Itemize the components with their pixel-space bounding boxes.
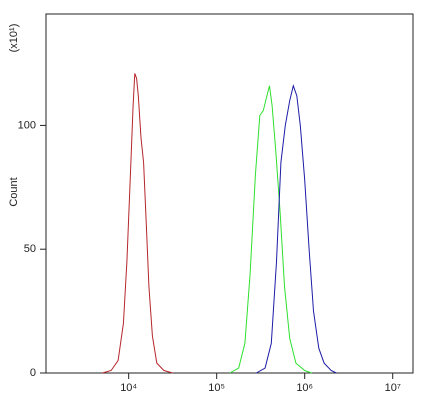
- y-tick-label: 50: [24, 243, 36, 255]
- x-tick-label: 10⁷: [385, 382, 401, 394]
- histogram-line: [229, 85, 312, 374]
- histogram-line: [256, 84, 337, 374]
- y-tick-label: 100: [18, 119, 36, 131]
- y-multiplier: (x10¹): [8, 24, 20, 53]
- histogram-line: [102, 73, 173, 374]
- x-tick-label: 10⁴: [120, 382, 137, 394]
- x-tick-label: 10⁶: [296, 382, 313, 394]
- y-axis-label: Count: [8, 177, 20, 206]
- plot-frame: [45, 13, 414, 374]
- y-tick-label: 0: [30, 367, 36, 379]
- x-tick-label: 10⁵: [208, 382, 225, 394]
